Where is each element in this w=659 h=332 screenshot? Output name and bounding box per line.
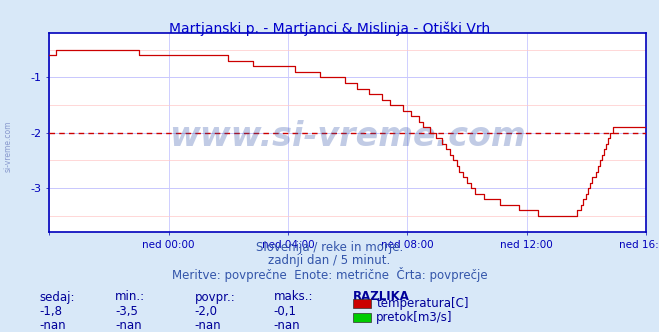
Text: -nan: -nan <box>273 319 300 332</box>
Text: Martjanski p. - Martjanci & Mislinja - Otiški Vrh: Martjanski p. - Martjanci & Mislinja - O… <box>169 22 490 36</box>
Text: -1,8: -1,8 <box>40 305 63 318</box>
Text: sedaj:: sedaj: <box>40 290 75 303</box>
Text: -2,0: -2,0 <box>194 305 217 318</box>
Text: temperatura[C]: temperatura[C] <box>376 297 469 310</box>
Text: zadnji dan / 5 minut.: zadnji dan / 5 minut. <box>268 254 391 267</box>
Text: -3,5: -3,5 <box>115 305 138 318</box>
Text: povpr.:: povpr.: <box>194 290 235 303</box>
Text: -nan: -nan <box>40 319 66 332</box>
Text: si-vreme.com: si-vreme.com <box>3 120 13 172</box>
Text: min.:: min.: <box>115 290 146 303</box>
Text: pretok[m3/s]: pretok[m3/s] <box>376 311 453 324</box>
Text: www.si-vreme.com: www.si-vreme.com <box>169 120 526 153</box>
Text: maks.:: maks.: <box>273 290 313 303</box>
Text: RAZLIKA: RAZLIKA <box>353 290 409 303</box>
Text: Meritve: povprečne  Enote: metrične  Črta: povprečje: Meritve: povprečne Enote: metrične Črta:… <box>172 267 487 282</box>
Text: -nan: -nan <box>115 319 142 332</box>
Text: Slovenija / reke in morje.: Slovenija / reke in morje. <box>256 241 403 254</box>
Text: -0,1: -0,1 <box>273 305 297 318</box>
Text: -nan: -nan <box>194 319 221 332</box>
